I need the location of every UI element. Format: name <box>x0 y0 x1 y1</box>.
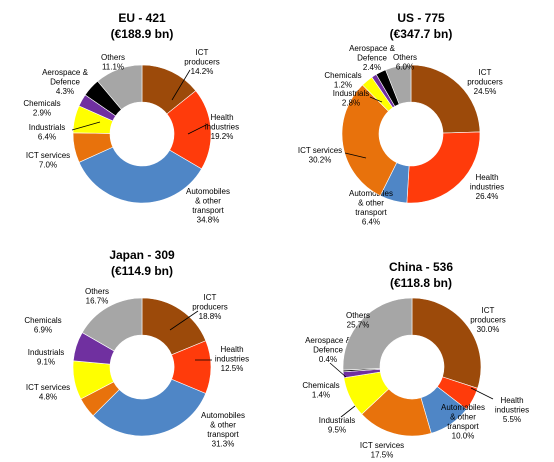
industrials-leader-line <box>340 405 356 418</box>
others-value-label: 25.7% <box>347 321 370 330</box>
aerospace-defence-value-label: 4.3% <box>56 87 74 96</box>
us-donut-panel: US - 775 (€347.7 bn) ICT producers 24.5% Heal… <box>298 11 504 227</box>
health-industries-value-label: 5.5% <box>503 415 521 424</box>
industrials-label: Industrials 6.4% <box>29 123 65 142</box>
health-industries-label: Health industries 5.5% <box>495 396 529 424</box>
ict-producers-leader-line <box>171 69 191 101</box>
others-slice <box>81 297 143 352</box>
chart-subtitle: (€118.8 bn) <box>390 276 452 290</box>
chemicals-label: Chemicals 2.9% <box>23 99 60 118</box>
chart-title: China - 536 <box>389 260 453 274</box>
industrials-value-label: 9.5% <box>328 426 346 435</box>
industrials-value-label: 9.1% <box>37 358 55 367</box>
chart-subtitle: (€347.7 bn) <box>390 27 453 41</box>
automobiles-other-transport-label: Automobiles & other transport 34.8% <box>186 187 230 225</box>
aerospace-defence-label: Aerospace & Defence 2.4% <box>349 44 395 72</box>
eu-donut-panel: EU - 421 (€188.9 bn) ICT producers 14.2% Heal… <box>23 11 239 225</box>
ict-services-slice <box>341 84 398 197</box>
chart-subtitle: (€114.9 bn) <box>111 264 173 278</box>
ict-producers-value-label: 24.5% <box>474 87 497 96</box>
others-slice <box>385 64 412 105</box>
aerospace-defence-value-label: 2.4% <box>363 63 381 72</box>
chemicals-label: Chemicals 1.4% <box>302 381 339 400</box>
ict-services-value-label: 17.5% <box>371 451 394 460</box>
health-industries-value-label: 12.5% <box>221 364 244 373</box>
ict-services-value-label: 7.0% <box>39 161 57 170</box>
health-industries-leader-line <box>187 123 209 135</box>
health-industries-value-label: 26.4% <box>476 192 499 201</box>
automobiles-other-transport-value-label: 34.8% <box>197 216 220 225</box>
chemicals-value-label: 1.4% <box>312 391 330 400</box>
aerospace-defence-value-label: 0.4% <box>319 355 337 364</box>
industrials-leader-line <box>71 121 101 131</box>
others-label: Others 25.7% <box>346 311 370 330</box>
automobiles-other-transport-label: Automobiles & other transport 6.4% <box>349 189 393 227</box>
ict-producers-slice <box>410 64 481 134</box>
health-industries-leader-line <box>470 387 494 400</box>
others-value-label: 16.7% <box>86 297 109 306</box>
ict-producers-leader-line <box>169 310 199 331</box>
automobiles-other-transport-slice <box>92 378 207 437</box>
chemicals-label: Chemicals 6.9% <box>24 316 61 335</box>
aerospace-defence-leader-line <box>329 362 347 378</box>
ict-services-value-label: 30.2% <box>309 156 332 165</box>
industrials-label: Industrials 2.8% <box>333 89 369 108</box>
ict-producers-value-label: 14.2% <box>191 67 214 76</box>
ict-services-label: ICT services 17.5% <box>360 441 404 460</box>
industrials-value-label: 2.8% <box>342 99 360 108</box>
automobiles-other-transport-value-label: 10.0% <box>452 432 475 441</box>
chemicals-label: Chemicals 1.2% <box>324 71 361 90</box>
industrials-label: Industrials 9.1% <box>28 348 64 367</box>
chart-title: US - 775 <box>397 11 445 25</box>
industrials-leader-line <box>369 96 383 103</box>
automobiles-other-transport-value-label: 31.3% <box>212 440 235 449</box>
japan-donut-panel: Japan - 309 (€114.9 bn) ICT producers 18.8% H… <box>24 248 249 449</box>
ict-producers-label: ICT producers 30.0% <box>470 306 506 334</box>
ict-services-label: ICT services 7.0% <box>26 151 70 170</box>
others-value-label: 11.1% <box>102 63 124 72</box>
others-label: Others 16.7% <box>85 287 109 306</box>
health-industries-label: Health industries 19.2% <box>205 113 239 141</box>
ict-producers-value-label: 30.0% <box>477 325 500 334</box>
health-industries-label: Health industries 12.5% <box>215 345 249 373</box>
ict-services-label: ICT services 4.8% <box>26 383 70 402</box>
others-value-label: 6.0% <box>396 63 414 72</box>
ict-producers-label: ICT producers 14.2% <box>184 48 220 76</box>
others-slice <box>342 297 413 371</box>
ict-services-value-label: 4.8% <box>39 393 57 402</box>
others-label: Others 11.1% <box>101 53 125 72</box>
chemicals-value-label: 2.9% <box>33 109 51 118</box>
others-slice <box>97 64 143 110</box>
health-industries-slice <box>406 131 481 204</box>
chemicals-value-label: 1.2% <box>334 81 352 90</box>
ict-services-leader-line <box>344 152 367 159</box>
automobiles-other-transport-label: Automobiles & other transport 31.3% <box>201 411 245 449</box>
industrials-value-label: 6.4% <box>38 133 56 142</box>
aerospace-defence-label: Aerospace & Defence 0.4% <box>305 336 351 364</box>
others-label: Others 6.0% <box>393 53 417 72</box>
health-industries-value-label: 19.2% <box>211 132 234 141</box>
health-industries-label: Health industries 26.4% <box>470 173 504 201</box>
chemicals-value-label: 6.9% <box>34 326 52 335</box>
automobiles-other-transport-label: Automobiles & other transport 10.0% <box>441 403 485 441</box>
chart-title: EU - 421 <box>118 11 166 25</box>
ict-producers-slice <box>411 297 482 389</box>
ict-producers-value-label: 18.8% <box>199 312 222 321</box>
ict-producers-label: ICT producers 18.8% <box>192 293 228 321</box>
automobiles-other-transport-slice <box>78 146 202 204</box>
chart-subtitle: (€188.9 bn) <box>111 27 174 41</box>
chart-title: Japan - 309 <box>109 248 175 262</box>
ict-services-label: ICT services 30.2% <box>298 146 342 165</box>
ict-producers-label: ICT producers 24.5% <box>467 68 503 96</box>
aerospace-defence-label: Aerospace & Defence 4.3% <box>42 68 88 96</box>
industrials-label: Industrials 9.5% <box>319 416 355 435</box>
automobiles-other-transport-value-label: 6.4% <box>362 218 380 227</box>
china-donut-panel: China - 536 (€118.8 bn) ICT producers 30.0% H… <box>302 260 529 460</box>
